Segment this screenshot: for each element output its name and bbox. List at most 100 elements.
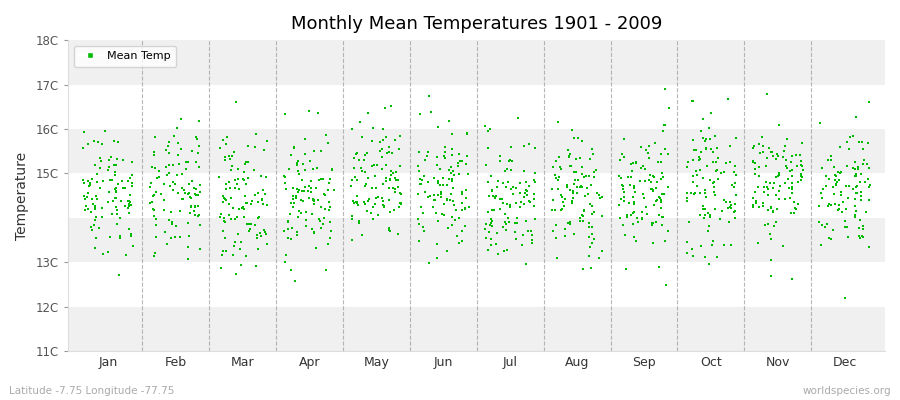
Point [788,152,803,158]
Point [86,176,100,182]
Point [544,207,559,213]
Point [658,122,672,128]
Point [291,158,305,164]
Point [307,230,321,236]
Point [861,99,876,106]
Point [841,234,855,240]
Point [518,179,533,186]
Point [188,190,202,197]
Point [814,222,829,228]
Point [382,224,396,231]
Point [80,205,94,212]
Point [785,185,799,192]
Point [785,173,799,180]
Point [345,213,359,219]
Point [104,154,119,160]
Point [493,196,508,202]
Point [688,146,703,153]
Point [655,190,670,197]
Point [682,219,697,226]
Point [167,233,182,240]
Point [513,189,527,196]
Point [421,179,436,186]
Point [150,175,165,181]
Point [240,200,255,206]
Point [589,166,603,173]
Point [216,248,230,255]
Point [510,114,525,121]
Point [386,185,400,191]
Point [495,195,509,202]
Legend: Mean Temp: Mean Temp [74,46,176,67]
Point [626,209,640,216]
Point [785,276,799,282]
Point [182,190,196,196]
Point [458,206,473,213]
Point [171,152,185,158]
Point [716,169,731,176]
Point [290,232,304,238]
Point [509,200,524,206]
Point [88,203,103,209]
Point [686,98,700,104]
Point [755,203,770,209]
Point [651,159,665,166]
Point [287,145,302,152]
Point [228,239,242,246]
Point [228,177,242,184]
Point [554,166,568,172]
Point [513,203,527,210]
Point [222,200,237,207]
Point [653,176,668,183]
Point [357,168,372,175]
Point [279,252,293,258]
Point [357,200,372,207]
Point [376,202,391,208]
Point [842,134,857,140]
Point [778,180,793,186]
Point [108,195,122,202]
Point [856,226,870,232]
Point [500,214,515,221]
Point [650,197,664,203]
Point [506,184,520,190]
Point [292,171,306,177]
Point [637,166,652,172]
Point [152,168,166,174]
Point [252,213,266,220]
Point [439,182,454,188]
Point [523,199,537,205]
Point [256,187,270,193]
Point [764,204,778,210]
Point [560,182,574,188]
Point [595,213,609,219]
Point [88,206,103,212]
Point [551,119,565,125]
Point [853,178,868,185]
Point [80,178,94,184]
Point [437,148,452,155]
Point [698,212,712,218]
Point [352,157,366,163]
Point [347,174,362,181]
Point [814,242,829,249]
Point [257,190,272,197]
Point [162,217,176,224]
Point [760,91,775,97]
Point [746,159,760,165]
Point [766,209,780,216]
Point [764,149,778,156]
Point [657,190,671,197]
Point [573,215,588,222]
Point [89,235,104,242]
Point [503,202,517,208]
Point [309,184,323,191]
Point [772,188,787,194]
Point [458,205,473,211]
Point [527,196,542,202]
Point [379,178,393,185]
Point [216,137,230,143]
Point [442,176,456,182]
Point [783,194,797,201]
Point [220,141,234,147]
